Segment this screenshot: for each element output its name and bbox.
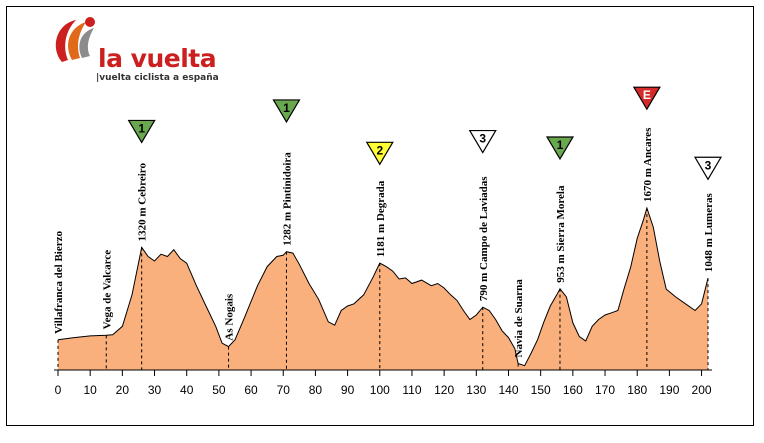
x-tick-label: 80 [309,383,323,397]
brand-tagline: |vuelta ciclista a españa [96,73,219,83]
category-badge-triangle [127,119,156,144]
category-badge-label: 1 [138,121,145,135]
category-badge-label: 3 [705,158,712,172]
x-tick-label: 50 [212,383,226,397]
category-badge: 1 [545,136,575,161]
place-label: 1181 m Degrada [375,180,387,257]
profile-area [58,208,708,370]
x-tick-label: 30 [148,383,162,397]
category-badge: 3 [693,156,723,181]
place-label: 1670 m Ancares [642,127,654,202]
place-label: 1048 m Lumeras [703,193,715,273]
la-vuelta-logo-icon [55,17,95,62]
place-label: 953 m Sierra Morela [555,185,567,283]
la-vuelta-logo: la vuelta |vuelta ciclista a españa [50,14,220,84]
x-tick-label: 180 [627,383,647,397]
x-tick-label: 190 [659,383,679,397]
x-tick-label: 130 [466,383,486,397]
profile-line [57,206,709,367]
x-tick-label: 100 [370,383,390,397]
x-tick-label: 160 [563,383,583,397]
category-badge: 1 [127,119,156,144]
x-tick-label: 140 [498,383,518,397]
category-badge: 2 [365,141,394,166]
category-badge-triangle [272,99,301,124]
category-badge-triangle [632,86,661,111]
category-badge: E [632,86,661,111]
category-badge-triangle [468,129,497,154]
place-label: 1282 m Pintinidoira [281,152,293,246]
x-tick-label: 110 [402,383,421,397]
x-tick-label: 40 [180,383,194,397]
category-badge-label: E [643,88,651,102]
place-label: Villafranca del Bierzo [53,230,65,333]
x-tick-label: 90 [341,383,355,397]
category-badge-triangle [545,136,575,161]
x-tick-label: 70 [277,383,291,397]
x-tick-label: 20 [116,383,130,397]
category-badge-label: 3 [479,132,486,146]
x-tick-label: 200 [692,383,712,397]
category-badge: 3 [468,129,497,154]
x-tick-label: 170 [595,383,615,397]
place-label: Navia de Suarna [513,279,525,358]
x-tick-label: 150 [531,383,551,397]
x-tick-label: 60 [244,383,258,397]
x-tick-label: 120 [434,383,454,397]
place-label: As Nogais [224,293,236,340]
brand-name: la vuelta [98,44,217,73]
place-label: 790 m Campo de Laviadas [478,176,490,301]
category-badge-label: 1 [557,138,564,152]
place-label: Vega de Valcarce [101,250,113,330]
category-badge-label: 2 [376,143,383,157]
x-tick-label: 0 [55,383,62,397]
category-badge: 1 [272,99,301,124]
x-tick-label: 10 [83,383,97,397]
category-badge-triangle [693,156,723,181]
category-badge-label: 1 [283,101,290,115]
category-badge-triangle [365,141,394,166]
place-label: 1320 m Cebreiro [137,163,149,242]
